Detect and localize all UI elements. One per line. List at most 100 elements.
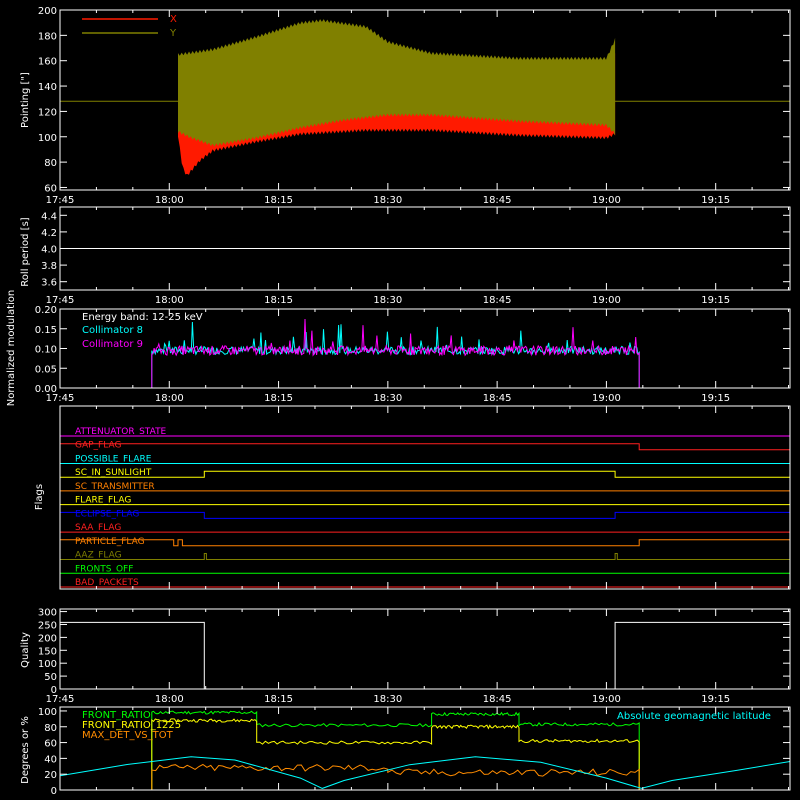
front-ratio-1225-label: FRONT_RATIO_1225 bbox=[82, 720, 181, 731]
flag-label: SC_TRANSMITTER bbox=[75, 482, 155, 492]
y-tick-label: 80 bbox=[44, 723, 57, 734]
modulation-ylabel-text: Normalized modulation bbox=[6, 290, 17, 407]
flag-label: AAZ_FLAG bbox=[75, 551, 122, 561]
x-tick-label: 18:30 bbox=[373, 393, 402, 404]
y-tick-label: 0.10 bbox=[35, 345, 57, 356]
x-tick-label: 18:00 bbox=[155, 195, 184, 206]
y-tick-label: 0 bbox=[51, 685, 57, 696]
x-tick-label: 18:45 bbox=[483, 295, 512, 306]
ratio-series-absolute-geomagnetic-latitude bbox=[59, 756, 791, 789]
flag-label: SC_IN_SUNLIGHT bbox=[75, 468, 152, 478]
x-tick-label: 18:45 bbox=[483, 393, 512, 404]
y-tick-label: 180 bbox=[38, 31, 57, 42]
flag-label: ATTENUATOR_STATE bbox=[75, 427, 167, 437]
flag-label: SAA_FLAG bbox=[75, 523, 121, 533]
flag-line-aaz_flag bbox=[60, 553, 790, 560]
ratio-series-front_ratio bbox=[60, 710, 790, 791]
x-tick-label: 18:15 bbox=[264, 694, 293, 705]
y-tick-label: 200 bbox=[38, 633, 57, 644]
x-tick-label: 18:45 bbox=[483, 195, 512, 206]
y-tick-label: 50 bbox=[44, 672, 57, 683]
flag-line-gap_flag bbox=[60, 443, 790, 451]
legend-x-label: X bbox=[170, 14, 177, 25]
x-tick-label: 17:45 bbox=[46, 393, 75, 404]
y-tick-label: 60 bbox=[44, 739, 57, 750]
ratio-series-max_det_vs_tot bbox=[60, 763, 790, 791]
flags-panel: ATTENUATOR_STATE GAP_FLAG POSSIBLE_FLARE SC… bbox=[34, 405, 791, 590]
flag-line-sc_in_sunlight bbox=[60, 470, 790, 478]
y-tick-label: 4.2 bbox=[41, 228, 57, 239]
roll-plot-content: 17:45 18:00 18:15 18:30 18:45 19:00 19:15 3.6 3.… bbox=[41, 206, 791, 306]
y-tick-label: 3.8 bbox=[41, 261, 57, 272]
flag-label: GAP_FLAG bbox=[75, 441, 121, 451]
max-det-vs-tot-label: MAX_DET_VS_TOT bbox=[82, 730, 174, 741]
plot-frame bbox=[59, 9, 791, 191]
flag-label: PARTICLE_FLAG bbox=[75, 537, 145, 547]
x-tick-label: 19:15 bbox=[701, 195, 730, 206]
pointing-panel: 17:45 18:00 18:15 18:30 18:45 19:00 19:15 60 80 1… bbox=[20, 6, 791, 206]
y-tick-label: 80 bbox=[44, 158, 57, 169]
y-tick-label: 0.05 bbox=[35, 364, 57, 375]
quality-ylabel: Quality bbox=[20, 632, 31, 668]
ratio-series-front_ratio_1225 bbox=[60, 718, 790, 791]
legend-y-label: Y bbox=[169, 28, 177, 39]
modulation-ylabel: Normalized modulation bbox=[6, 290, 17, 407]
y-tick-label: 100 bbox=[38, 133, 57, 144]
x-tick-label: 19:00 bbox=[592, 195, 621, 206]
x-tick-label: 18:15 bbox=[264, 195, 293, 206]
x-tick-label: 18:30 bbox=[373, 195, 402, 206]
x-tick-label: 19:00 bbox=[592, 295, 621, 306]
y-tick-label: 0.00 bbox=[35, 384, 57, 395]
roll-ylabel: Roll period [s] bbox=[20, 217, 31, 286]
collimator-9-label: Collimator 9 bbox=[82, 339, 143, 350]
pointing-plot-content: 17:45 18:00 18:15 18:30 18:45 19:00 19:15 60 80 1… bbox=[38, 6, 791, 206]
flag-label: FLARE_FLAG bbox=[75, 496, 131, 506]
y-tick-label: 60 bbox=[44, 183, 57, 194]
y-tick-label: 3.6 bbox=[41, 278, 57, 289]
ratios-panel: 0 20 40 60 80 100 Degrees or % FRONT_RATIO FR… bbox=[20, 706, 791, 797]
x-tick-label: 19:00 bbox=[592, 393, 621, 404]
ratios-ylabel: Degrees or % bbox=[20, 716, 31, 784]
y-tick-label: 100 bbox=[38, 707, 57, 718]
x-tick-label: 19:15 bbox=[701, 295, 730, 306]
x-tick-label: 17:45 bbox=[46, 694, 75, 705]
ratios-plot-content: 0 20 40 60 80 100 bbox=[38, 706, 791, 797]
flag-label: ECLIPSE_FLAG bbox=[75, 509, 139, 519]
y-tick-label: 120 bbox=[38, 107, 57, 118]
pointing-legend: X Y bbox=[82, 14, 177, 39]
y-tick-label: 150 bbox=[38, 646, 57, 657]
x-tick-label: 17:45 bbox=[46, 195, 75, 206]
pointing-ylabel: Pointing ["] bbox=[20, 72, 31, 128]
energy-band-annotation: Energy band: 12-25 keV bbox=[82, 312, 203, 323]
x-tick-label: 18:30 bbox=[373, 694, 402, 705]
y-tick-label: 200 bbox=[38, 6, 57, 17]
x-tick-label: 18:00 bbox=[155, 694, 184, 705]
quality-panel: 17:45 18:00 18:15 18:30 18:45 19:00 19:15 0 50 10… bbox=[20, 608, 791, 705]
y-tick-label: 4.4 bbox=[41, 211, 57, 222]
x-tick-label: 18:45 bbox=[483, 694, 512, 705]
y-tick-label: 0.20 bbox=[35, 305, 57, 316]
x-tick-label: 18:00 bbox=[155, 295, 184, 306]
y-tick-label: 300 bbox=[38, 608, 57, 619]
y-tick-label: 40 bbox=[44, 754, 57, 765]
geomagnetic-latitude-label: Absolute geomagnetic latitude bbox=[617, 711, 771, 722]
x-tick-label: 18:30 bbox=[373, 295, 402, 306]
roll-panel: 17:45 18:00 18:15 18:30 18:45 19:00 19:15 3.6 3.… bbox=[20, 206, 791, 306]
x-tick-label: 19:15 bbox=[701, 393, 730, 404]
flag-label: POSSIBLE_FLARE bbox=[75, 454, 152, 464]
modulation-series-collimator-9 bbox=[60, 318, 790, 389]
flag-label: BAD_PACKETS bbox=[75, 578, 139, 588]
x-tick-label: 18:00 bbox=[155, 393, 184, 404]
collimator-8-label: Collimator 8 bbox=[82, 325, 143, 336]
y-tick-label: 4.0 bbox=[41, 245, 57, 256]
flag-line-particle_flag bbox=[60, 539, 790, 547]
y-tick-label: 100 bbox=[38, 659, 57, 670]
y-tick-label: 250 bbox=[38, 620, 57, 631]
x-tick-label: 17:45 bbox=[46, 295, 75, 306]
x-tick-label: 18:15 bbox=[264, 393, 293, 404]
flag-label: FRONTS_OFF bbox=[75, 564, 133, 574]
flag-line-eclipse_flag bbox=[60, 511, 790, 519]
plot-frame bbox=[59, 706, 791, 791]
